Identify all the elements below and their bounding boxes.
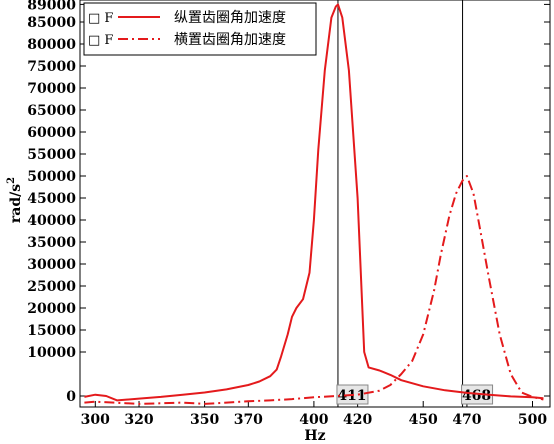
- x-tick-label: 350: [190, 412, 219, 428]
- x-tick-label: 320: [124, 412, 153, 428]
- series-line-2: [84, 175, 544, 405]
- y-tick-label: 85000: [27, 15, 76, 31]
- y-tick-label: 70000: [27, 81, 76, 97]
- y-axis-title-sup: 2: [6, 177, 17, 184]
- y-tick-label: 25000: [27, 279, 76, 295]
- legend-label-1: 纵置齿圈角加速度: [174, 10, 286, 26]
- y-tick-label: 75000: [27, 59, 76, 75]
- series-lines: [84, 3, 544, 405]
- x-tick-label: 420: [343, 412, 372, 428]
- y-tick-label: 20000: [27, 301, 76, 317]
- legend-marker: □ F: [88, 11, 113, 26]
- y-tick-label: 0: [66, 389, 76, 405]
- legend-label-2: 横置齿圈角加速度: [174, 32, 286, 48]
- cursor-lines[interactable]: 411 468: [336, 0, 494, 407]
- y-tick-label: 10000: [27, 345, 76, 361]
- y-tick-label: 55000: [27, 147, 76, 163]
- svg-text:rad/s2: rad/s2: [6, 177, 24, 223]
- legend-marker: □ F: [88, 33, 113, 48]
- x-axis: 300 320 350 370 400 420 450 470 500: [81, 401, 547, 428]
- y-tick-label: 80000: [27, 37, 76, 53]
- y-tick-label: 40000: [27, 213, 76, 229]
- y-axis-title: rad/s2: [6, 177, 24, 223]
- y-axis: 0 10000 15000 20000 25000 30000 35000 40000 4500…: [27, 0, 550, 405]
- y-tick-label: 89000: [27, 0, 76, 13]
- x-tick-label: 300: [81, 412, 110, 428]
- y-tick-label: 65000: [27, 103, 76, 119]
- x-tick-label: 450: [409, 412, 438, 428]
- x-tick-label: 370: [234, 412, 263, 428]
- series-line-1: [84, 3, 544, 402]
- y-tick-label: 35000: [27, 235, 76, 251]
- y-axis-title-text: rad/s: [8, 184, 24, 223]
- y-tick-label: 30000: [27, 257, 76, 273]
- x-tick-label: 470: [452, 412, 481, 428]
- y-tick-label: 15000: [27, 323, 76, 339]
- x-axis-title: Hz: [304, 428, 325, 444]
- legend-box: [83, 2, 317, 56]
- y-tick-label: 60000: [27, 125, 76, 141]
- cursor-label-468: 468: [462, 388, 491, 404]
- y-tick-label: 50000: [27, 169, 76, 185]
- y-tick-label: 45000: [27, 191, 76, 207]
- x-tick-label: 400: [299, 412, 328, 428]
- legend: □ F 纵置齿圈角加速度 □ F 横置齿圈角加速度: [83, 2, 317, 56]
- x-tick-label: 500: [518, 412, 547, 428]
